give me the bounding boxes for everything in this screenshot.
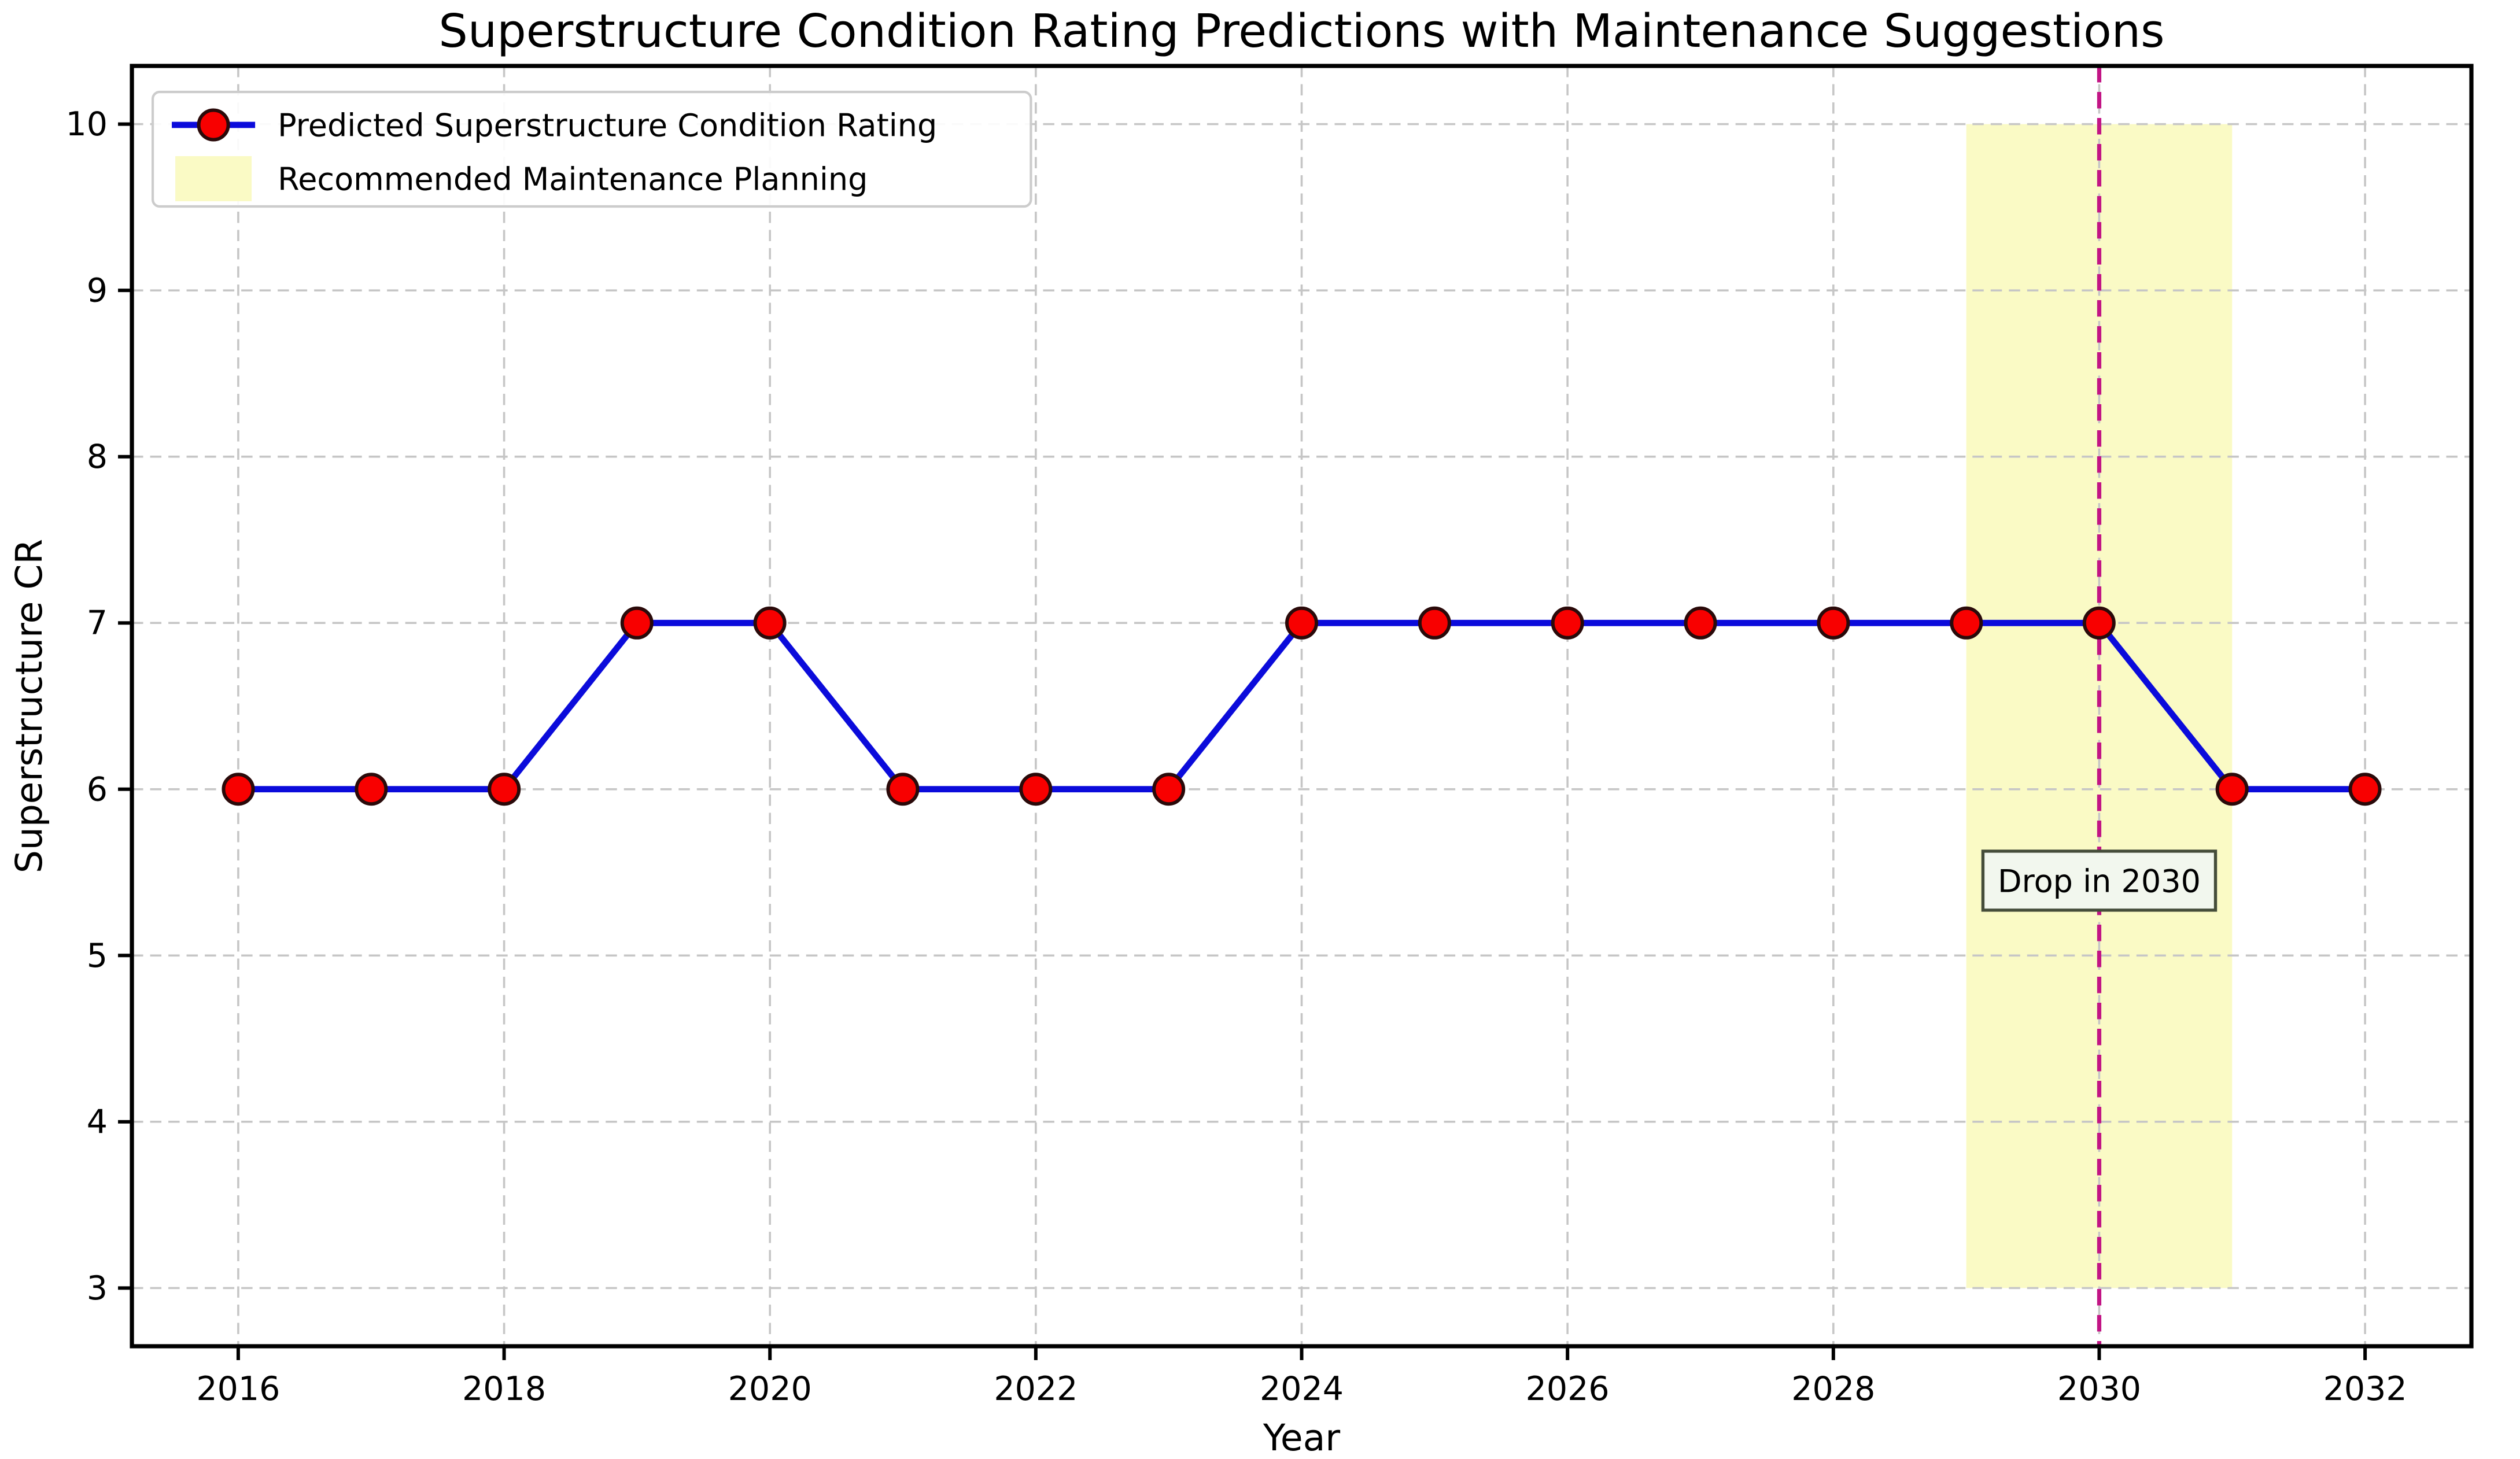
y-tick-label-10: 10: [66, 105, 108, 143]
x-tick-label-2018: 2018: [462, 1370, 546, 1408]
legend-label-maintenance: Recommended Maintenance Planning: [278, 161, 868, 198]
data-point-2020: [753, 606, 787, 640]
data-point-2031: [2215, 773, 2249, 806]
x-tick-label-2026: 2026: [1526, 1370, 1610, 1408]
data-point-2030: [2082, 606, 2116, 640]
y-tick-label-3: 3: [87, 1269, 108, 1307]
x-tick-label-2016: 2016: [196, 1370, 280, 1408]
x-tick-label-2022: 2022: [994, 1370, 1078, 1408]
data-point-2018: [488, 773, 521, 806]
data-point-2019: [620, 606, 654, 640]
y-tick-label-4: 4: [87, 1103, 108, 1141]
y-tick-label-5: 5: [87, 937, 108, 975]
x-tick-label-2030: 2030: [2057, 1370, 2141, 1408]
data-point-2028: [1817, 606, 1850, 640]
data-point-2026: [1551, 606, 1584, 640]
data-point-2017: [355, 773, 388, 806]
x-tick-label-2032: 2032: [2323, 1370, 2407, 1408]
data-point-2025: [1418, 606, 1451, 640]
x-tick-label-2028: 2028: [1791, 1370, 1875, 1408]
legend-patch-sample: [175, 156, 252, 201]
annotation-box: [1981, 849, 2218, 912]
y-tick-label-9: 9: [87, 272, 108, 310]
legend: Predicted Superstructure Condition Ratin…: [151, 90, 1032, 208]
data-point-2023: [1152, 773, 1186, 806]
tick-marks: [118, 122, 2367, 1360]
data-point-2022: [1019, 773, 1053, 806]
x-axis-label: Year: [1263, 1417, 1340, 1459]
data-point-2021: [886, 773, 920, 806]
data-point-2024: [1285, 606, 1319, 640]
y-axis-label: Superstructure CR: [8, 539, 50, 873]
annotation-text: Drop in 2030: [1998, 863, 2201, 899]
y-tick-label-6: 6: [87, 770, 108, 808]
chart-title: Superstructure Condition Rating Predicti…: [438, 4, 2164, 58]
annotation-drop-2030: Drop in 2030: [1981, 849, 2218, 912]
data-point-2029: [1950, 606, 1983, 640]
data-point-2032: [2348, 773, 2382, 806]
prediction-markers: [222, 606, 2382, 806]
x-tick-label-2020: 2020: [728, 1370, 812, 1408]
data-point-2027: [1684, 606, 1717, 640]
legend-label-prediction: Predicted Superstructure Condition Ratin…: [278, 108, 937, 144]
legend-box: [151, 90, 1032, 208]
y-tick-label-7: 7: [87, 604, 108, 642]
data-point-2016: [222, 773, 255, 806]
legend-marker-sample: [197, 108, 230, 142]
x-tick-label-2024: 2024: [1260, 1370, 1344, 1408]
y-tick-label-8: 8: [87, 438, 108, 476]
